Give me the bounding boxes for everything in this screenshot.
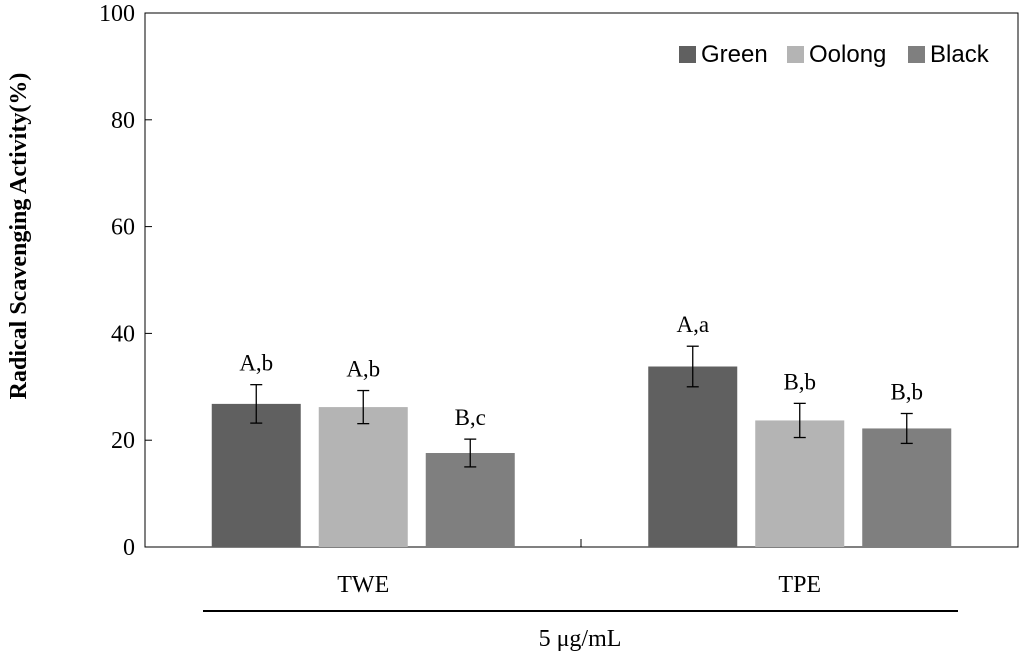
- y-tick-label: 80: [111, 108, 135, 134]
- bar-black-tpe: [862, 428, 952, 547]
- significance-label: A,b: [346, 357, 380, 382]
- y-axis-label: Radical Scavenging Activity(%): [6, 73, 32, 400]
- significance-label: B,c: [455, 405, 486, 430]
- bar-black-twe: [425, 453, 515, 547]
- significance-label: B,b: [890, 380, 923, 405]
- x-axis-label: 5 μg/mL: [539, 626, 622, 652]
- legend-label-black: Black: [930, 41, 990, 68]
- significance-label: B,b: [783, 369, 816, 394]
- bar-oolong-twe: [318, 407, 408, 547]
- bar-oolong-tpe: [755, 420, 845, 547]
- bar-series: A,b A,b B,c A,a B,b B,b: [211, 312, 952, 547]
- y-tick-label: 20: [111, 428, 135, 454]
- y-axis-ticks: 0 20 40 60 80 100: [99, 1, 582, 561]
- bar-green-twe: [211, 403, 301, 547]
- y-tick-label: 0: [123, 535, 135, 561]
- significance-label: A,a: [676, 312, 709, 337]
- significance-label: A,b: [239, 351, 273, 376]
- legend-label-green: Green: [701, 41, 768, 68]
- bar-green-tpe: [648, 366, 738, 547]
- legend-swatch-black: [908, 46, 925, 63]
- y-tick-label: 100: [99, 1, 135, 27]
- legend-swatch-oolong: [787, 46, 804, 63]
- y-tick-label: 60: [111, 215, 135, 241]
- x-category-label-twe: TWE: [337, 572, 389, 598]
- x-axis-category-labels: TWE TPE: [337, 572, 821, 598]
- legend-swatch-green: [679, 46, 696, 63]
- legend: Green Oolong Black: [679, 41, 990, 68]
- x-category-label-tpe: TPE: [778, 572, 821, 598]
- y-tick-label: 40: [111, 321, 135, 347]
- legend-label-oolong: Oolong: [809, 41, 886, 68]
